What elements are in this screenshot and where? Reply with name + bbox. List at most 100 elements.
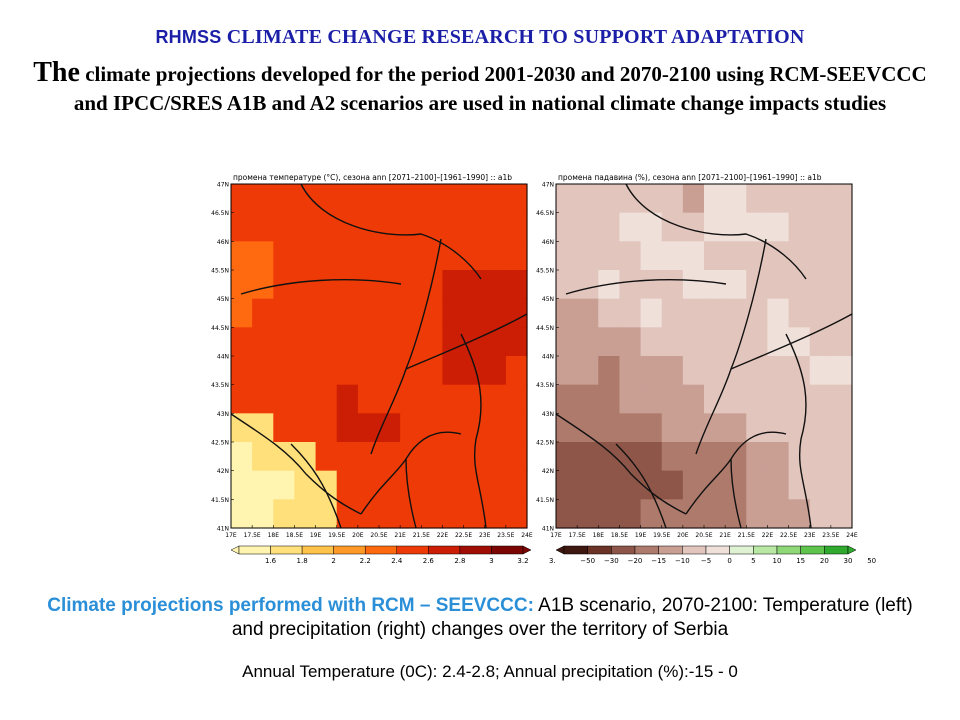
raster-cell bbox=[661, 442, 684, 472]
raster-cell bbox=[273, 384, 296, 414]
colorbar-left-arrow bbox=[230, 545, 240, 555]
raster-cell bbox=[725, 442, 747, 472]
colorbar-tick-label: −5 bbox=[701, 557, 711, 563]
raster-cell bbox=[788, 384, 811, 414]
raster-cell bbox=[252, 442, 274, 472]
lon-label: 22.5E bbox=[780, 532, 797, 539]
raster-cell bbox=[379, 413, 401, 443]
raster-cell bbox=[400, 442, 422, 472]
colorbar-tick-label: 3.2 bbox=[517, 557, 528, 563]
colorbar-swatch bbox=[301, 545, 334, 555]
raster-cell bbox=[556, 270, 578, 300]
raster-cell bbox=[315, 442, 338, 472]
raster-cell bbox=[640, 298, 663, 328]
raster-cell bbox=[577, 499, 599, 529]
colorbar-swatch bbox=[682, 545, 707, 555]
raster-cell bbox=[442, 470, 465, 500]
raster-cell bbox=[577, 327, 599, 357]
colorbar-swatch bbox=[776, 545, 801, 555]
raster-cell bbox=[379, 470, 401, 500]
raster-cell bbox=[357, 413, 380, 443]
border-line bbox=[555, 413, 687, 515]
colorbar-swatch bbox=[563, 545, 588, 555]
raster-cell bbox=[315, 470, 338, 500]
raster-cell bbox=[294, 212, 317, 242]
lon-label: 19E bbox=[310, 532, 322, 539]
raster-cell bbox=[294, 442, 317, 472]
colorbar-tick-label: 3 bbox=[489, 557, 493, 563]
raster-cell bbox=[231, 384, 253, 414]
colorbar-tick-label: 10 bbox=[773, 557, 782, 563]
border-line bbox=[730, 458, 742, 529]
raster-cell bbox=[442, 384, 465, 414]
border-line bbox=[290, 443, 342, 529]
lon-label: 18.5E bbox=[611, 532, 628, 539]
raster-cell bbox=[231, 298, 253, 328]
raster-cell bbox=[463, 184, 486, 214]
raster-cell bbox=[505, 270, 528, 300]
border-line bbox=[230, 413, 362, 515]
raster-cell bbox=[484, 470, 507, 500]
raster-cell bbox=[788, 184, 811, 214]
colorbar-swatch bbox=[729, 545, 754, 555]
map-raster bbox=[556, 184, 853, 529]
raster-cell bbox=[619, 270, 642, 300]
raster-cell bbox=[598, 442, 621, 472]
raster-cell bbox=[484, 413, 507, 443]
raster-cell bbox=[252, 384, 274, 414]
lon-label: 23E bbox=[804, 532, 816, 539]
lat-label: 41N bbox=[217, 526, 229, 533]
raster-cell bbox=[379, 184, 401, 214]
raster-cell bbox=[463, 241, 486, 271]
raster-cell bbox=[809, 327, 832, 357]
raster-cell bbox=[421, 499, 444, 529]
raster-cell bbox=[484, 212, 507, 242]
raster-cell bbox=[400, 327, 422, 357]
lat-label: 46.5N bbox=[536, 210, 554, 217]
lon-label: 21E bbox=[394, 532, 406, 539]
colorbar-tick-label: 15 bbox=[796, 557, 805, 563]
raster-cell bbox=[442, 327, 465, 357]
raster-cell bbox=[556, 327, 578, 357]
raster-cell bbox=[252, 327, 274, 357]
raster-cell bbox=[830, 212, 853, 242]
raster-cell bbox=[400, 413, 422, 443]
raster-cell bbox=[809, 298, 832, 328]
raster-cell bbox=[682, 241, 705, 271]
raster-cell bbox=[294, 327, 317, 357]
colorbar-swatch bbox=[396, 545, 429, 555]
raster-cell bbox=[315, 356, 338, 386]
lat-label: 41.5N bbox=[211, 497, 229, 504]
raster-cell bbox=[682, 442, 705, 472]
raster-cell bbox=[661, 298, 684, 328]
raster-cell bbox=[788, 499, 811, 529]
lat-label: 41N bbox=[542, 526, 554, 533]
heading-title: CLIMATE CHANGE RESEARCH TO SUPPORT ADAPT… bbox=[226, 26, 805, 48]
raster-cell bbox=[661, 499, 684, 529]
raster-cell bbox=[830, 413, 853, 443]
raster-cell bbox=[788, 327, 811, 357]
raster-cell bbox=[830, 241, 853, 271]
lon-label: 19.5E bbox=[653, 532, 670, 539]
raster-cell bbox=[273, 356, 296, 386]
raster-cell bbox=[746, 413, 769, 443]
raster-cell bbox=[661, 384, 684, 414]
raster-cell bbox=[442, 413, 465, 443]
raster-cell bbox=[505, 470, 528, 500]
raster-cell bbox=[315, 499, 338, 529]
raster-cell bbox=[294, 470, 317, 500]
raster-cell bbox=[598, 298, 621, 328]
raster-cell bbox=[379, 356, 401, 386]
raster-cell bbox=[315, 384, 338, 414]
raster-cell bbox=[704, 384, 726, 414]
subtitle-text: climate projections developed for the pe… bbox=[73, 62, 927, 115]
raster-cell bbox=[556, 212, 578, 242]
raster-cell bbox=[830, 384, 853, 414]
raster-cell bbox=[379, 499, 401, 529]
lon-label: 17E bbox=[225, 532, 237, 539]
raster-cell bbox=[231, 356, 253, 386]
raster-cell bbox=[725, 470, 747, 500]
raster-cell bbox=[577, 241, 599, 271]
raster-cell bbox=[315, 184, 338, 214]
raster-cell bbox=[640, 356, 663, 386]
